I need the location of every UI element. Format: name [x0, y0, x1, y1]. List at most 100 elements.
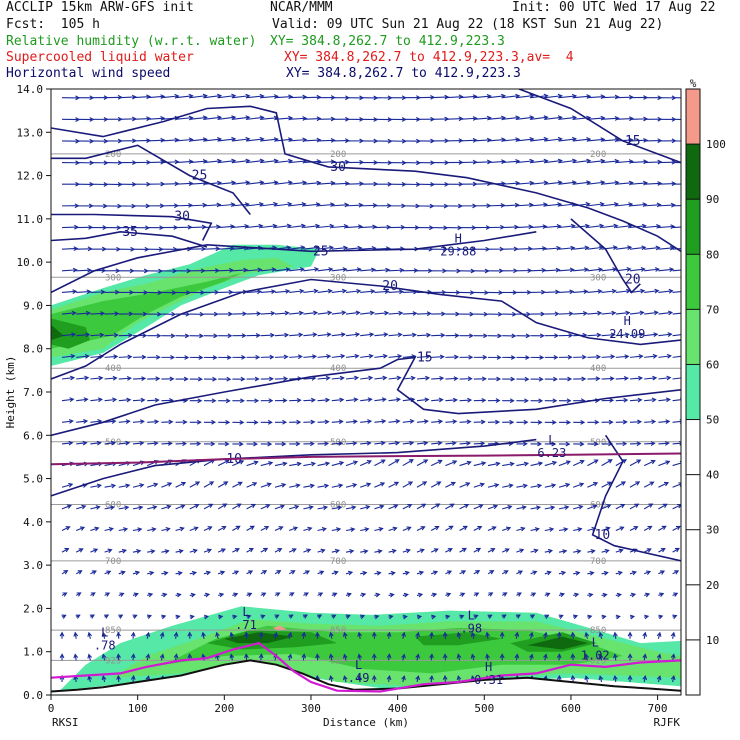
- wind-vector: [189, 592, 196, 598]
- wind-vector: [331, 505, 343, 511]
- wind-vector: [658, 548, 666, 553]
- y-tick-label: 1.0: [23, 646, 43, 659]
- wind-vector: [459, 225, 477, 231]
- wind-vector: [459, 311, 475, 317]
- wind-vector: [90, 505, 101, 510]
- x-tick-label: 700: [648, 702, 668, 715]
- wind-vector: [601, 504, 612, 510]
- wind-vector: [303, 419, 316, 425]
- wind-vector: [260, 547, 269, 553]
- wind-contour-25: [51, 231, 537, 294]
- wind-vector: [147, 203, 165, 209]
- wind-vector: [189, 504, 200, 510]
- wind-vector: [402, 225, 420, 230]
- wind-vector: [502, 246, 519, 252]
- wind-vector: [260, 376, 274, 382]
- extremum-value: .78: [94, 639, 116, 653]
- colorbar-bin: [686, 199, 700, 255]
- wind-vector: [459, 268, 476, 274]
- wind-vector: [416, 614, 423, 620]
- wind-vector: [587, 354, 602, 360]
- wind-vector: [431, 290, 447, 295]
- wind-vector: [516, 333, 531, 339]
- wind-vector: [274, 419, 288, 425]
- wind-vector: [442, 674, 448, 683]
- wind-vector: [317, 441, 330, 447]
- wind-vector: [217, 481, 229, 488]
- wind-vector: [274, 376, 289, 382]
- wind-vector: [360, 375, 374, 381]
- contour-label-15: 15: [417, 350, 433, 365]
- wind-vector: [289, 245, 306, 251]
- wind-vector: [303, 441, 315, 447]
- wind-vector: [289, 332, 304, 338]
- wind-vector: [487, 419, 501, 425]
- wind-vector: [374, 549, 383, 554]
- wind-vector: [73, 631, 79, 639]
- wind-vector: [544, 483, 557, 489]
- wind-vector: [359, 614, 366, 620]
- wind-vector: [118, 592, 125, 597]
- wind-vector: [331, 267, 348, 272]
- extremum-marker: H: [455, 232, 462, 246]
- wind-vector: [260, 311, 276, 316]
- wind-vector: [456, 631, 462, 639]
- wind-vector: [289, 94, 308, 100]
- wind-vector: [260, 289, 277, 294]
- pressure-label-700: 700: [330, 557, 346, 567]
- wind-vector: [459, 203, 478, 209]
- wind-vector: [118, 440, 131, 446]
- wind-vector: [317, 138, 336, 143]
- wind-vector: [76, 289, 92, 295]
- wind-vector: [147, 549, 156, 554]
- wind-vector: [643, 548, 652, 553]
- wind-vector: [147, 333, 162, 339]
- wind-vector: [175, 441, 188, 447]
- wind-vector: [459, 354, 474, 360]
- wind-vector: [161, 355, 176, 360]
- wind-vector: [544, 267, 561, 273]
- wind-vector: [431, 268, 448, 274]
- wind-vector: [374, 526, 384, 532]
- wind-vector: [232, 267, 249, 273]
- wind-vector: [147, 311, 162, 317]
- wind-vector: [573, 354, 587, 360]
- wind-vector: [643, 459, 656, 467]
- wind-vector: [386, 631, 392, 639]
- wind-vector: [416, 440, 429, 446]
- wind-vector: [558, 311, 574, 317]
- wind-vector: [232, 592, 239, 598]
- wind-vector: [642, 631, 648, 639]
- wind-vector: [558, 333, 574, 338]
- contour-label-30: 30: [174, 210, 190, 225]
- wind-vector: [487, 526, 497, 532]
- wind-vector: [132, 548, 142, 554]
- wind-vector: [345, 202, 364, 208]
- wind-vector: [203, 355, 218, 360]
- wind-vector: [303, 116, 322, 122]
- wind-vector: [672, 547, 680, 553]
- wind-vector: [615, 419, 628, 425]
- wind-vector: [656, 653, 662, 661]
- wind-vector: [644, 441, 656, 446]
- wind-vector: [530, 311, 546, 317]
- colorbar-frame: [685, 88, 701, 696]
- wind-vector: [487, 483, 500, 488]
- wind-vector: [116, 631, 121, 639]
- y-tick-label: 3.0: [23, 559, 43, 572]
- wind-vector: [76, 203, 94, 209]
- wind-vector: [459, 397, 473, 403]
- wind-vector: [670, 653, 676, 661]
- pressure-label-925: 925: [330, 656, 346, 666]
- wind-vector: [203, 376, 218, 382]
- wind-vector: [274, 526, 284, 532]
- wind-vector: [445, 311, 461, 317]
- colorbar-label: 100: [706, 138, 726, 151]
- colorbar-label: 30: [706, 524, 719, 537]
- wind-vector: [218, 376, 232, 382]
- wind-vector: [516, 398, 529, 404]
- wind-vector: [132, 311, 148, 317]
- wind-vector: [288, 592, 295, 597]
- y-tick-label: 2.0: [23, 602, 43, 615]
- wind-vector: [445, 397, 458, 403]
